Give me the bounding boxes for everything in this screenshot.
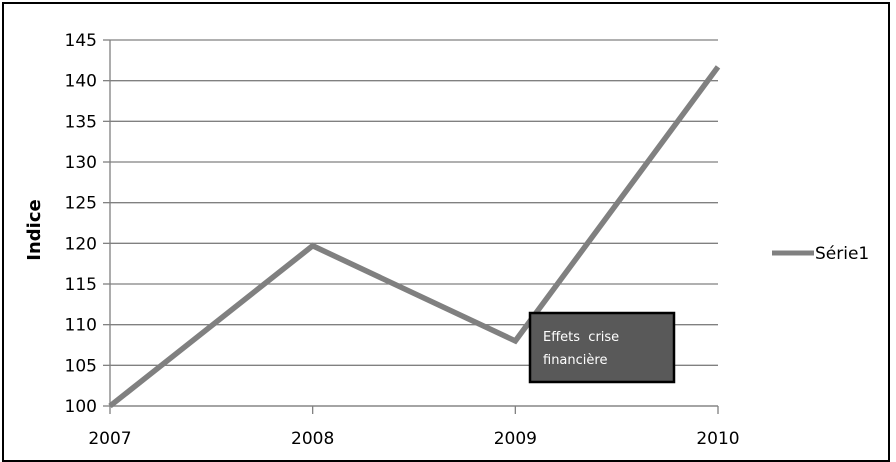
x-tick-label-2009: 2009 <box>494 429 537 449</box>
annotation-line-1: Effets crise <box>543 330 619 345</box>
y-tick-label-115: 115 <box>65 275 97 295</box>
y-tick-label-120: 120 <box>65 234 97 254</box>
annotation-box: Effets crise financière <box>530 313 674 382</box>
annotation-background <box>530 313 674 382</box>
y-axis-label: Indice <box>24 199 45 260</box>
x-axis-ticks: 2007 2008 2009 2010 <box>88 429 739 449</box>
y-tick-label-140: 140 <box>65 72 97 92</box>
legend-label-serie1: Série1 <box>815 244 869 264</box>
annotation-line-2: financière <box>543 353 607 368</box>
y-tick-label-110: 110 <box>65 316 97 336</box>
y-tick-label-100: 100 <box>65 397 97 417</box>
y-tick-label-125: 125 <box>65 194 97 214</box>
y-axis-ticks: 100 105 110 115 120 125 130 135 140 145 <box>65 31 97 417</box>
y-tick-label-105: 105 <box>65 356 97 376</box>
x-tick-label-2007: 2007 <box>88 429 131 449</box>
y-tick-label-130: 130 <box>65 153 97 173</box>
legend: Série1 <box>772 244 869 264</box>
y-tick-label-145: 145 <box>65 31 97 51</box>
y-tick-label-135: 135 <box>65 112 97 132</box>
x-tick-label-2008: 2008 <box>291 429 334 449</box>
x-tick-label-2010: 2010 <box>696 429 739 449</box>
